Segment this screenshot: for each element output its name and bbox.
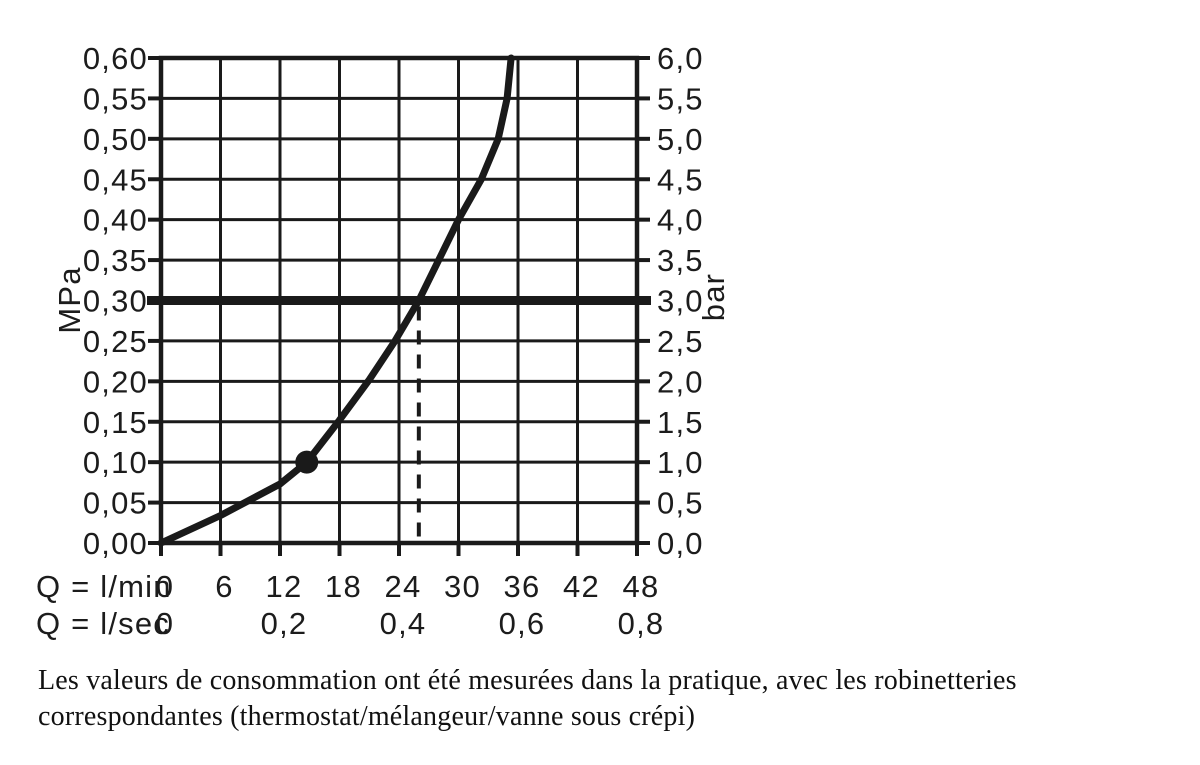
x-tick-label-lsec: 0,6 xyxy=(499,606,546,641)
y-right-tick-label: 0,5 xyxy=(657,486,704,521)
x-tick-label-lmin: 12 xyxy=(266,569,303,604)
y-left-tick-label: 0,40 xyxy=(83,203,148,238)
y-left-tick-label: 0,35 xyxy=(83,243,148,278)
x-tick-label-lsec: 0,8 xyxy=(618,606,665,641)
mpa-axis-label: MPa xyxy=(52,266,87,333)
pressure-flow-chart: 0,600,550,500,450,400,350,300,250,200,15… xyxy=(36,41,731,641)
x-tick-label-lmin: 42 xyxy=(563,569,600,604)
y-left-tick-label: 0,55 xyxy=(83,81,148,116)
y-right-tick-label: 6,0 xyxy=(657,41,704,76)
bar-axis-label: bar xyxy=(696,273,731,321)
x-tick-label-lmin: 24 xyxy=(385,569,422,604)
y-left-tick-label: 0,10 xyxy=(83,445,148,480)
y-left-tick-label: 0,00 xyxy=(83,526,148,561)
x-tick-label-lmin: 0 xyxy=(156,569,174,604)
x-tick-label-lmin: 36 xyxy=(504,569,541,604)
x-axis-lmin-label: Q = l/min xyxy=(36,569,172,604)
y-left-tick-label: 0,05 xyxy=(83,486,148,521)
y-right-tick-label: 4,0 xyxy=(657,203,704,238)
y-left-tick-label: 0,20 xyxy=(83,364,148,399)
x-axis-lsec-label: Q = l/sec xyxy=(36,606,170,641)
x-tick-label-lsec: 0 xyxy=(156,606,174,641)
caption-line-1: Les valeurs de consommation ont été mesu… xyxy=(38,665,1017,696)
y-left-tick-label: 0,45 xyxy=(83,162,148,197)
y-right-tick-label: 2,5 xyxy=(657,324,704,359)
x-tick-label-lsec: 0,2 xyxy=(261,606,308,641)
y-left-tick-label: 0,15 xyxy=(83,405,148,440)
x-tick-label-lsec: 0,4 xyxy=(380,606,427,641)
y-right-tick-label: 3,0 xyxy=(657,284,704,319)
y-right-tick-label: 1,5 xyxy=(657,405,704,440)
x-tick-label-lmin: 48 xyxy=(623,569,660,604)
operating-point-marker xyxy=(295,450,319,474)
y-left-tick-label: 0,30 xyxy=(83,284,148,319)
y-right-tick-label: 5,5 xyxy=(657,81,704,116)
x-tick-label-lmin: 6 xyxy=(215,569,233,604)
y-left-tick-label: 0,60 xyxy=(83,41,148,76)
y-left-tick-label: 0,50 xyxy=(83,122,148,157)
y-right-tick-label: 3,5 xyxy=(657,243,704,278)
y-right-tick-label: 0,0 xyxy=(657,526,704,561)
y-right-tick-label: 5,0 xyxy=(657,122,704,157)
y-right-tick-label: 2,0 xyxy=(657,364,704,399)
x-tick-label-lmin: 30 xyxy=(444,569,481,604)
caption-line-2: correspondantes (thermostat/mélangeur/va… xyxy=(38,701,696,732)
y-right-tick-label: 1,0 xyxy=(657,445,704,480)
y-right-tick-label: 4,5 xyxy=(657,162,704,197)
y-left-tick-label: 0,25 xyxy=(83,324,148,359)
flow-pressure-curve xyxy=(157,54,515,547)
caption: Les valeurs de consommation ont été mesu… xyxy=(38,663,1017,735)
x-tick-label-lmin: 18 xyxy=(325,569,362,604)
